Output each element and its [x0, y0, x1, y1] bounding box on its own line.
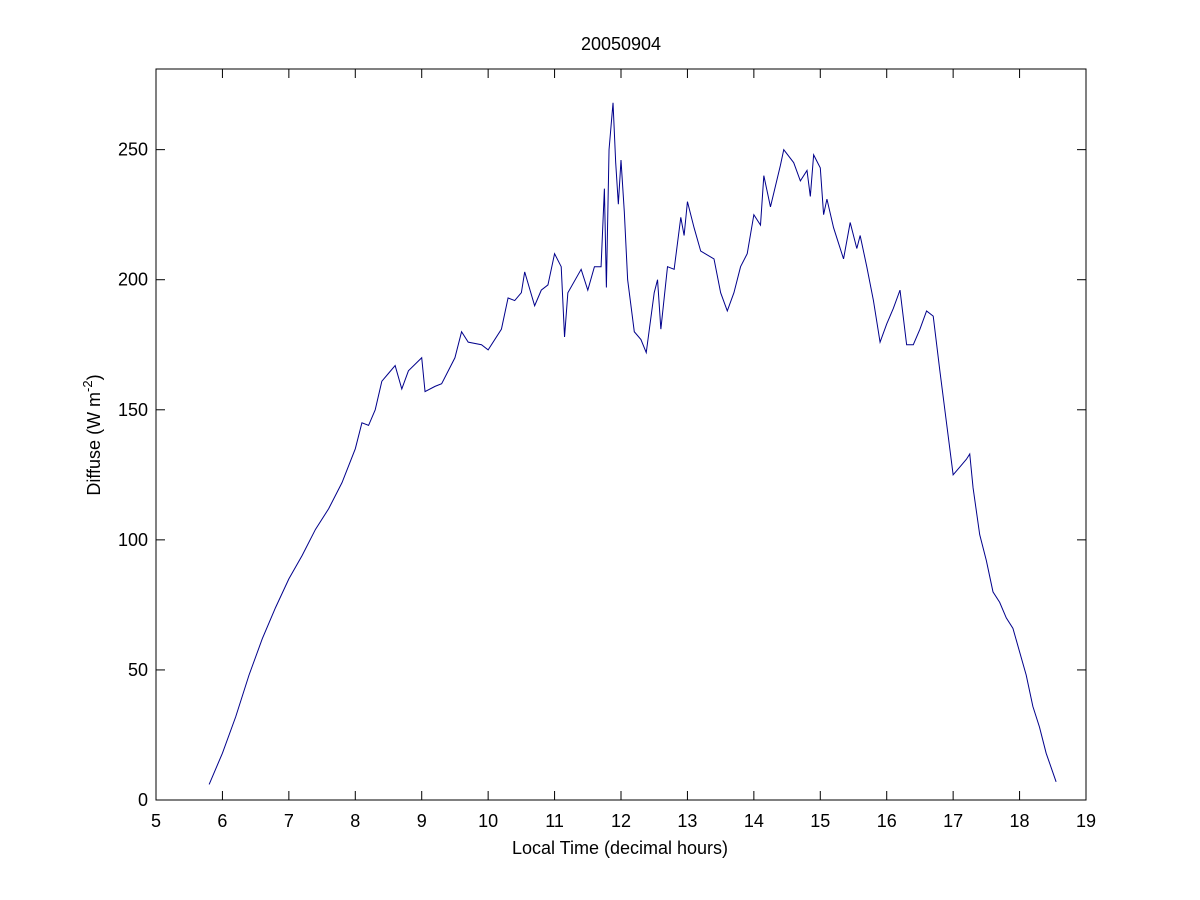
- y-tick-label: 50: [128, 660, 148, 680]
- x-tick-label: 15: [810, 811, 830, 831]
- y-tick-label: 250: [118, 140, 148, 160]
- x-axis-label: Local Time (decimal hours): [512, 838, 728, 858]
- y-tick-label: 150: [118, 400, 148, 420]
- x-tick-label: 11: [545, 811, 564, 831]
- y-tick-label: 200: [118, 270, 148, 290]
- data-line: [208, 102, 1057, 785]
- y-axis-label: Diffuse (W m-2): [80, 374, 104, 495]
- x-tick-label: 14: [744, 811, 764, 831]
- x-tick-label: 17: [943, 811, 963, 831]
- x-tick-label: 9: [417, 811, 427, 831]
- x-tick-label: 10: [478, 811, 498, 831]
- y-axis-label-suffix: ): [84, 374, 104, 380]
- x-tick-label: 19: [1076, 811, 1096, 831]
- y-tick-label: 100: [118, 530, 148, 550]
- y-axis-label-text: Diffuse (W m: [84, 392, 104, 496]
- y-axis-label-sup: -2: [80, 380, 95, 392]
- x-tick-label: 8: [350, 811, 360, 831]
- chart-title: 20050904: [581, 34, 661, 54]
- x-tick-label: 13: [677, 811, 697, 831]
- y-tick-label: 0: [138, 790, 148, 810]
- x-tick-label: 12: [611, 811, 631, 831]
- x-tick-label: 7: [284, 811, 294, 831]
- x-tick-label: 6: [217, 811, 227, 831]
- x-tick-label: 5: [151, 811, 161, 831]
- x-tick-label: 18: [1010, 811, 1030, 831]
- x-tick-label: 16: [877, 811, 897, 831]
